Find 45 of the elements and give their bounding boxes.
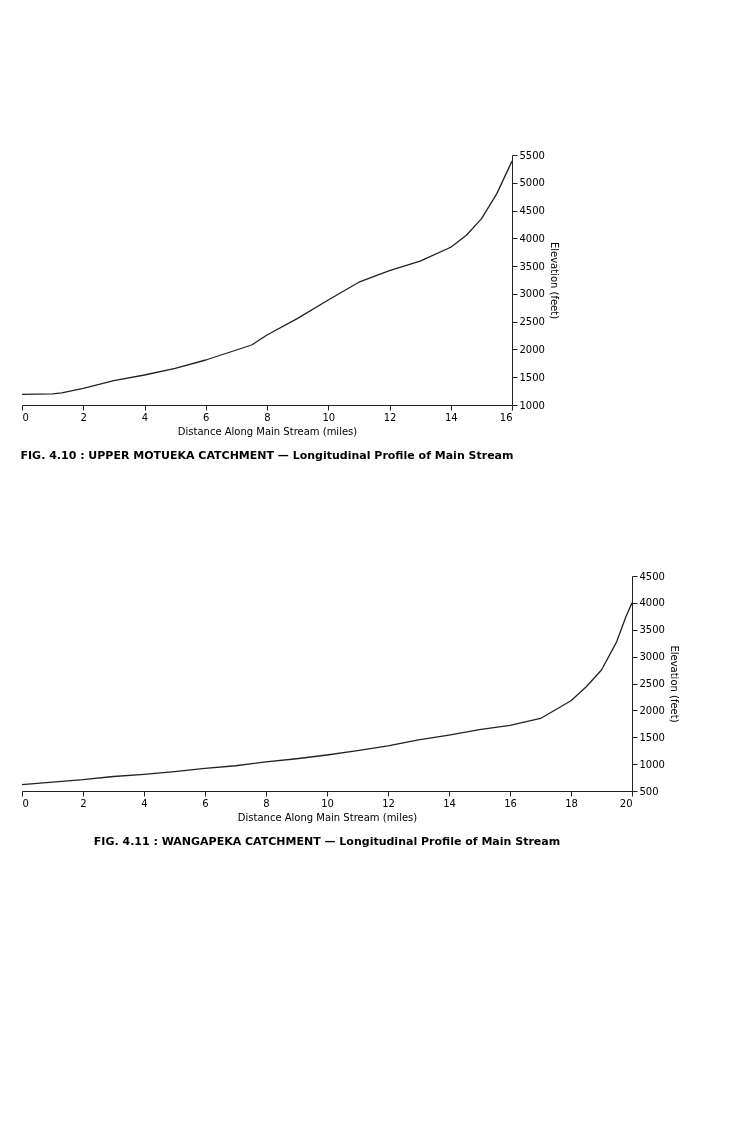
x-tick-label: 16: [499, 411, 513, 423]
x-tick-label: 2: [80, 797, 87, 809]
x-tick-label: 0: [22, 797, 29, 809]
y-tick-label: 4500: [519, 205, 545, 217]
y-tick-label: 500: [639, 785, 659, 797]
x-tick-label: 10: [322, 411, 336, 423]
x-tick-label: 12: [383, 411, 397, 423]
x-tick-label: 4: [141, 797, 148, 809]
y-tick-label: 2500: [639, 678, 665, 689]
y-tick-label: 3500: [519, 260, 545, 272]
y-axis-title: Elevation (feet): [668, 645, 680, 723]
x-axis-title: Distance Along Main Stream (miles): [177, 425, 358, 437]
text: FIG. 4.10 : UPPER MOTUEKA CATCHMENT — Longitudinal Profile of Main Stream: [20, 449, 514, 462]
y-tick-label: 3000: [639, 651, 665, 663]
x-tick-label: 4: [141, 411, 149, 423]
y-tick-label: 2500: [519, 316, 545, 328]
y-tick-label: 1000: [639, 758, 665, 770]
x-tick-label: 16: [504, 797, 517, 809]
x-axis-title: Distance Along Main Stream (miles): [237, 811, 418, 823]
x-tick-label: 14: [444, 411, 458, 423]
y-axis-title: Elevation (feet): [548, 241, 560, 320]
x-tick-label: 12: [382, 797, 395, 809]
y-tick-label: 3500: [639, 624, 665, 636]
y-tick-label: 3000: [519, 288, 545, 300]
x-tick-label: 6: [202, 797, 209, 809]
x-tick-label: 0: [22, 411, 29, 423]
y-tick-label: 1000: [519, 399, 545, 411]
y-tick-label: 4000: [519, 232, 545, 244]
x-tick-label: 8: [264, 411, 271, 423]
y-tick-label: 4000: [639, 597, 665, 609]
y-tick-label: 1500: [639, 731, 665, 743]
x-tick-label: 20: [619, 797, 633, 809]
x-tick-label: 6: [203, 411, 210, 423]
y-tick-label: 1500: [519, 371, 545, 383]
y-tick-label: 2000: [519, 343, 545, 355]
x-tick-label: 2: [80, 411, 87, 423]
text: FIG. 4.11 : WANGAPEKA CATCHMENT — Longitudinal Profile of Main Stream: [93, 835, 561, 848]
x-tick-label: 18: [565, 797, 578, 809]
y-tick-label: 5500: [519, 149, 545, 161]
y-tick-label: 4500: [639, 570, 665, 582]
y-tick-label: 5000: [519, 177, 545, 189]
y-tick-label: 2000: [639, 704, 665, 716]
x-tick-label: 14: [443, 797, 456, 809]
x-tick-label: 10: [321, 797, 334, 809]
x-tick-label: 8: [263, 797, 270, 809]
